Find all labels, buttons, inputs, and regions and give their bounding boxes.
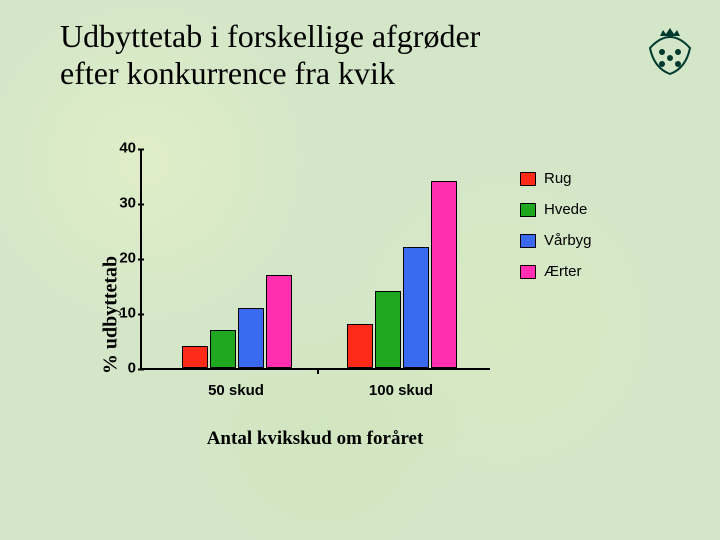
legend-swatch [520,234,536,248]
bar [266,275,292,369]
legend-item: Hvede [520,201,630,218]
y-tick: 30 [102,195,136,212]
y-tick: 10 [102,305,136,322]
legend-item: Ærter [520,263,630,280]
y-tick: 40 [102,140,136,157]
plot-area: 010203040 [140,150,490,370]
bar-group [347,181,457,368]
chart-container: % udbyttetab 010203040 Antal kvikskud om… [80,150,620,480]
x-category-label: 50 skud [208,382,264,399]
bar [403,247,429,368]
y-tick: 0 [102,360,136,377]
bar [431,181,457,368]
x-axis-label: Antal kvikskud om foråret [140,428,490,450]
legend-item: Vårbyg [520,232,630,249]
x-tick [317,368,319,374]
bar [238,308,264,369]
x-category-label: 100 skud [369,382,433,399]
title-line-1: Udbyttetab i forskellige afgrøder [60,18,480,54]
bar [210,330,236,369]
bar [347,324,373,368]
legend-swatch [520,203,536,217]
legend-label: Hvede [544,201,587,218]
bar-group [182,275,292,369]
title-line-2: efter konkurrence fra kvik [60,55,395,91]
legend-label: Ærter [544,263,582,280]
legend-item: Rug [520,170,630,187]
bar [375,291,401,368]
legend-label: Vårbyg [544,232,592,249]
legend-swatch [520,172,536,186]
crown-crest-icon [640,20,700,80]
bar [182,346,208,368]
legend-label: Rug [544,170,572,187]
legend: Rug Hvede Vårbyg Ærter [520,170,630,280]
legend-swatch [520,265,536,279]
y-tick: 20 [102,250,136,267]
slide-title: Udbyttetab i forskellige afgrøder efter … [60,18,480,92]
